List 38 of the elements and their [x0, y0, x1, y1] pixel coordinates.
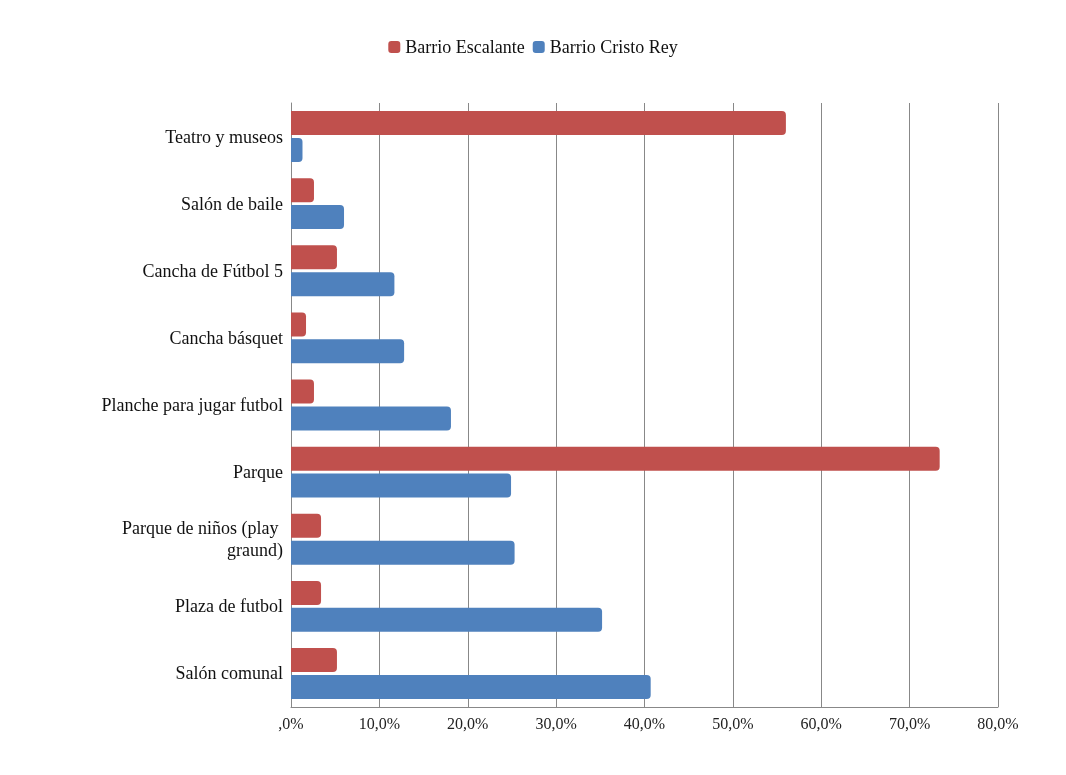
bar — [291, 178, 314, 203]
bar — [291, 580, 322, 605]
bar — [291, 138, 303, 162]
y-tick-label: Cancha básquet — [169, 327, 283, 348]
bar — [291, 312, 307, 337]
bar — [291, 674, 651, 699]
y-tick-label: Planche para jugar futbol — [101, 395, 283, 415]
bar — [291, 607, 603, 632]
x-tick-label: 20,0% — [447, 714, 489, 732]
bar — [291, 379, 314, 404]
x-tick-label: 80,0% — [977, 714, 1019, 732]
bar — [291, 339, 405, 364]
bar — [291, 111, 786, 136]
bar — [291, 406, 451, 431]
x-tick-label: 10,0% — [358, 714, 401, 732]
x-tick-label: 30,0% — [535, 714, 577, 732]
legend-label: Barrio Cristo Rey — [549, 37, 678, 57]
bar — [291, 648, 337, 672]
x-tick-label: 40,0% — [623, 714, 666, 732]
bar — [291, 513, 322, 538]
y-tick-label: Teatro y museos — [165, 126, 283, 147]
x-tick-label: 70,0% — [888, 714, 931, 732]
y-tick-label: Salón comunal — [175, 663, 283, 684]
y-tick-label: Parque de niños (play graund) — [122, 518, 283, 562]
bar — [291, 446, 940, 471]
bar — [291, 272, 395, 297]
y-tick-label: Parque — [233, 462, 284, 483]
bar — [291, 245, 337, 270]
x-tick-label: ,0% — [278, 714, 304, 732]
legend-label: Barrio Escalante — [405, 37, 525, 57]
x-tick-label: 50,0% — [712, 714, 754, 732]
y-tick-label: Salón de baile — [181, 193, 283, 214]
bar — [291, 473, 512, 498]
bar — [291, 540, 515, 565]
x-tick-label: 60,0% — [800, 714, 842, 732]
y-tick-label: Plaza de futbol — [175, 596, 283, 617]
bar — [291, 205, 345, 230]
y-tick-label: Cancha de Fútbol 5 — [142, 260, 283, 281]
